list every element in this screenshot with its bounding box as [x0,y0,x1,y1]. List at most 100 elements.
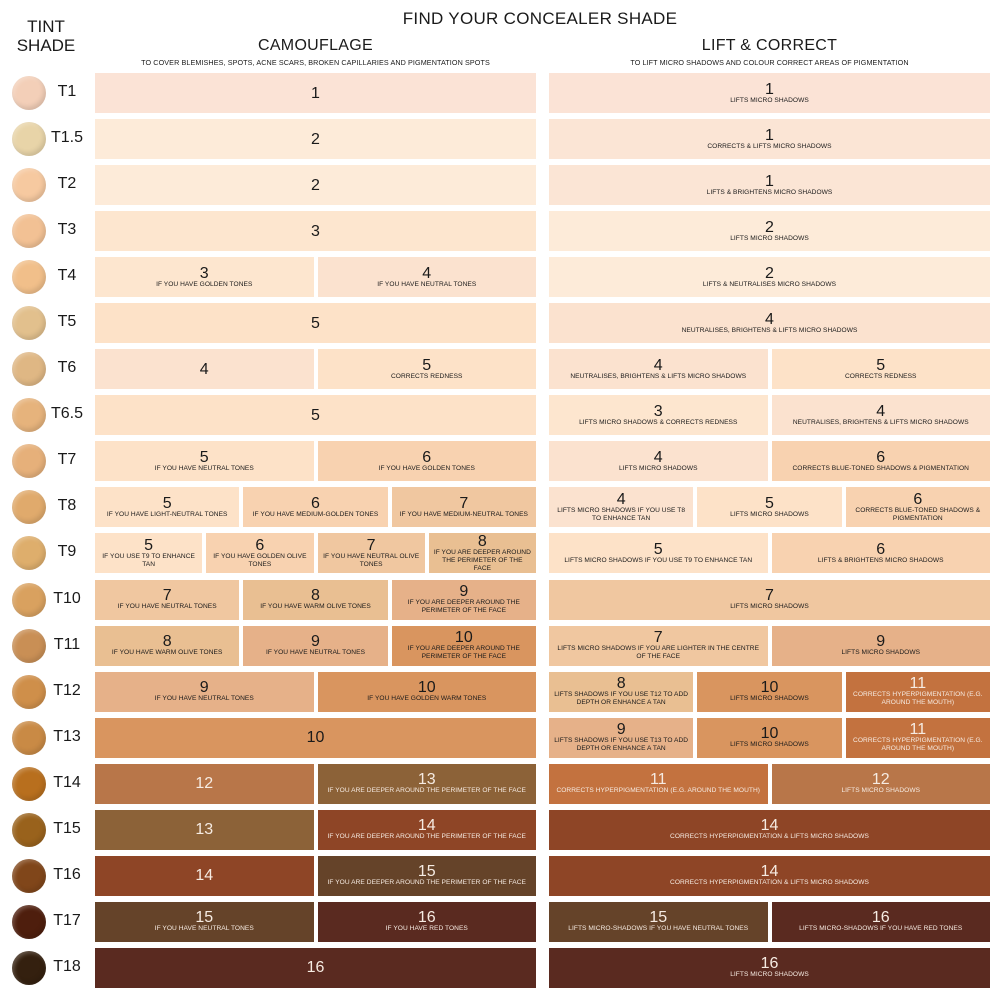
lift-correct-cells: 2 LIFTS MICRO SHADOWS [549,211,990,252]
concealer-shade-number: 13 [195,821,214,839]
tint-shade-label: T10 [53,589,81,607]
shade-swatch-icon [12,214,46,249]
lift-correct-shade-cell: 6 CORRECTS BLUE-TONED SHADOWS & PIGMENTAT… [845,487,990,528]
camouflage-cells: 7 IF YOU HAVE NEUTRAL TONES 8 IF YOU HAVE W… [95,579,536,620]
lift-correct-cells: 3 LIFTS MICRO SHADOWS & CORRECTS REDNESS 4… [549,395,990,436]
tint-shade-label: T2 [57,175,77,193]
camouflage-shade-cell: 4 [95,349,314,390]
camouflage-shade-cell: 5 [95,303,536,344]
shade-note: LIFTS & BRIGHTENS MICRO SHADOWS [706,188,833,196]
concealer-shade-number: 9 [459,583,469,601]
tint-shade-label: T1.5 [50,129,83,147]
shade-note: IF YOU HAVE MEDIUM-GOLDEN TONES [252,510,379,518]
lift-correct-shade-cell: 1 LIFTS MICRO SHADOWS [549,73,990,113]
concealer-shade-number: 5 [311,406,320,424]
concealer-shade-number: 5 [311,314,320,332]
concealer-shade-number: 4 [765,310,774,328]
shade-note: LIFTS SHADOWS IF YOU USE T13 TO ADD DEPT… [554,737,689,753]
shade-note: LIFTS MICRO SHADOWS [730,234,809,242]
shade-row: T8 5 IF YOU HAVE LIGHT-NEUTRAL TONES 6 IF YO… [0,487,1000,528]
camouflage-cells: 15 IF YOU HAVE NEUTRAL TONES 16 IF YOU HAVE… [95,901,536,942]
concealer-shade-number: 8 [477,533,487,550]
lift-correct-shade-cell: 10 LIFTS MICRO SHADOWS [697,717,842,758]
lift-correct-shade-cell: 3 LIFTS MICRO SHADOWS & CORRECTS REDNESS [549,395,768,436]
camouflage-shade-cell: 9 IF YOU ARE DEEPER AROUND THE PERIMETER … [391,579,536,620]
lift-correct-shade-cell: 12 LIFTS MICRO SHADOWS [771,763,990,804]
concealer-shade-number: 10 [306,729,325,747]
camouflage-shade-cell: 3 IF YOU HAVE GOLDEN TONES [95,257,314,298]
shade-note: CORRECTS HYPERPIGMENTATION (E.G. AROUND … [853,691,983,707]
lift-correct-shade-cell: 10 LIFTS MICRO SHADOWS [697,671,842,712]
lift-correct-shade-cell: 7 LIFTS MICRO SHADOWS [549,579,990,620]
tint-shade-label: T1 [57,83,77,100]
lift-correct-cells: 8 LIFTS SHADOWS IF YOU USE T12 TO ADD DEP… [549,671,990,712]
tint-shade-label: T5 [57,313,77,331]
shade-row: T13 10 9 LIFTS SHADOWS IF YOU USE T13 TO AD… [0,717,1000,758]
camouflage-cells: 12 13 IF YOU ARE DEEPER AROUND THE PERIMET… [95,763,536,804]
concealer-shade-number: 9 [876,633,886,651]
concealer-shade-number: 9 [199,679,209,697]
shade-swatch-icon [12,582,46,617]
camouflage-cells: 5 [95,395,536,436]
shade-note: IF YOU HAVE GOLDEN WARM TONES [367,695,487,703]
camouflage-shade-cell: 13 IF YOU ARE DEEPER AROUND THE PERIMETER… [317,763,536,804]
camouflage-shade-cell: 5 IF YOU USE T9 TO ENHANCE TAN [95,533,203,574]
concealer-shade-number: 16 [417,909,436,927]
lift-correct-shade-cell: 4 NEUTRALISES, BRIGHTENS & LIFTS MICRO SH… [549,303,990,344]
lift-correct-title: LIFT & CORRECT [701,37,838,54]
shade-note: IF YOU ARE DEEPER AROUND THE PERIMETER O… [327,833,527,841]
concealer-shade-number: 2 [765,264,774,282]
shade-note: CORRECTS HYPERPIGMENTATION (E.G. AROUND … [556,787,761,795]
tint-shade-label: T18 [53,957,81,975]
shade-note: CORRECTS REDNESS [844,372,917,380]
shade-note: CORRECTS BLUE-TONED SHADOWS & PIGMENTATI… [792,464,969,472]
shade-note: IF YOU USE T9 TO ENHANCE TAN [102,552,195,568]
lift-correct-cells: 16 LIFTS MICRO SHADOWS [549,947,990,988]
shade-note: NEUTRALISES, BRIGHTENS & LIFTS MICRO SHA… [570,372,747,380]
shade-row: T1 1 1 LIFTS MICRO SHADOWS [0,73,1000,113]
tint-shade-header: TINT SHADE [10,17,82,55]
shade-swatch-icon [12,950,46,985]
concealer-shade-number: 11 [909,675,927,693]
concealer-shade-number: 1 [765,80,774,98]
shade-row: T5 5 4 NEUTRALISES, BRIGHTENS & LIFTS MICRO… [0,303,1000,344]
lift-correct-cells: 14 CORRECTS HYPERPIGMENTATION & LIFTS MIC… [549,855,990,896]
shade-note: LIFTS MICRO-SHADOWS IF YOU HAVE RED TONE… [799,925,963,933]
camouflage-shade-cell: 9 IF YOU HAVE NEUTRAL TONES [95,671,314,712]
lift-correct-shade-cell: 9 LIFTS SHADOWS IF YOU USE T13 TO ADD DEP… [549,717,694,758]
concealer-shade-number: 2 [311,176,320,194]
shade-swatch-icon [12,812,46,847]
camouflage-cells: 5 IF YOU HAVE LIGHT-NEUTRAL TONES 6 IF YOU … [95,487,536,528]
concealer-shade-number: 2 [765,218,774,236]
concealer-shade-number: 10 [454,629,473,647]
camouflage-shade-cell: 15 IF YOU ARE DEEPER AROUND THE PERIMETER… [317,855,536,896]
concealer-shade-number: 6 [876,540,886,558]
shade-note: IF YOU HAVE NEUTRAL TONES [154,464,254,472]
lift-correct-shade-cell: 14 CORRECTS HYPERPIGMENTATION & LIFTS MIC… [549,855,990,896]
camouflage-cells: 5 [95,303,536,344]
shade-note: CORRECTS & LIFTS MICRO SHADOWS [707,142,832,150]
tint-shade-label: T13 [53,727,81,745]
camouflage-shade-cell: 8 IF YOU HAVE WARM OLIVE TONES [243,579,388,620]
shade-row: T18 16 16 LIFTS MICRO SHADOWS [0,947,1000,988]
shade-swatch-icon [12,76,46,110]
lift-correct-shade-cell: 11 CORRECTS HYPERPIGMENTATION (E.G. AROUN… [845,671,990,712]
camouflage-cells: 3 [95,211,536,252]
tint-shade-label: T17 [53,911,81,929]
lift-correct-shade-cell: 4 NEUTRALISES, BRIGHTENS & LIFTS MICRO SH… [549,349,768,390]
shade-swatch-icon [12,536,46,571]
concealer-shade-number: 16 [760,955,779,973]
concealer-shade-number: 9 [616,721,626,739]
lift-correct-cells: 2 LIFTS & NEUTRALISES MICRO SHADOWS [549,257,990,298]
shade-row: T7 5 IF YOU HAVE NEUTRAL TONES 6 IF YOU HAVE… [0,441,1000,482]
shade-note: IF YOU ARE DEEPER AROUND THE PERIMETER O… [407,599,520,615]
camouflage-shade-cell: 6 IF YOU HAVE GOLDEN TONES [317,441,536,482]
lift-correct-cells: 4 NEUTRALISES, BRIGHTENS & LIFTS MICRO SH… [549,349,990,390]
concealer-shade-number: 7 [765,587,774,605]
concealer-shade-number: 6 [913,490,923,508]
camouflage-cells: 9 IF YOU HAVE NEUTRAL TONES 10 IF YOU HAVE … [95,671,536,712]
tint-shade-label: T14 [53,773,81,791]
concealer-shade-number: 7 [459,494,469,512]
lift-correct-shade-cell: 1 CORRECTS & LIFTS MICRO SHADOWS [549,119,990,160]
lift-correct-cells: 1 LIFTS MICRO SHADOWS [549,73,990,113]
